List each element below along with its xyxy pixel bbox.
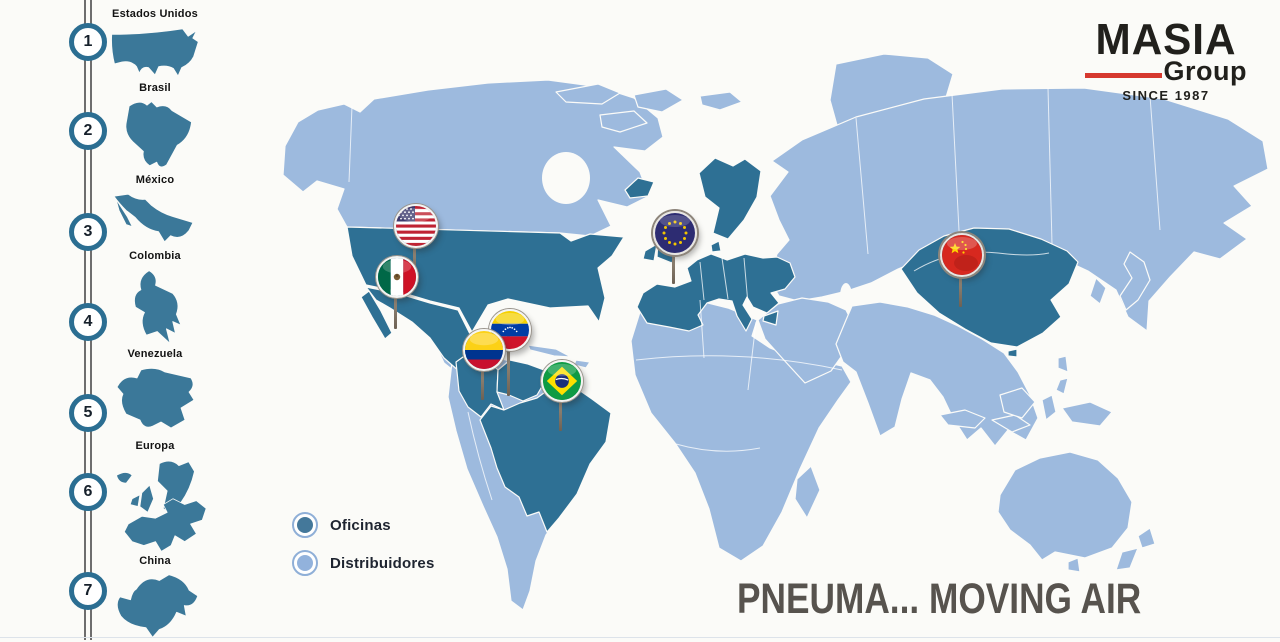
step-number: 7 [83, 582, 93, 599]
sidebar-item-europa: Europa [85, 440, 225, 559]
usa-flag-pin-icon [394, 204, 438, 248]
country-label: Venezuela [127, 348, 183, 360]
sidebar-step-1: 1 [69, 23, 107, 61]
logo-since-text: SINCE 1987 [1122, 88, 1210, 103]
country-label: México [135, 174, 175, 186]
logo-red-line [1085, 73, 1162, 78]
europe-silhouette-icon [116, 460, 207, 552]
sidebar-step-6: 6 [69, 473, 107, 511]
legend-item-offices: Oficinas [292, 511, 434, 539]
pin-stick [393, 275, 397, 329]
logo-brand-text: MASIA [1095, 15, 1237, 64]
sidebar-item-brasil: Brasil [85, 82, 225, 173]
pin-stick [412, 224, 416, 281]
china-flag-pin-icon [940, 233, 984, 277]
logo-group-row: Group [1085, 58, 1247, 85]
country-label: Colombia [129, 250, 181, 262]
mexico-flag-pin-icon [376, 256, 418, 298]
legend-office-label: Oficinas [330, 516, 391, 534]
step-number: 4 [83, 313, 93, 330]
distributor-marker-icon [292, 550, 318, 576]
pin-stick [671, 231, 675, 284]
colombia-flag-pin-icon [463, 329, 505, 371]
country-label: Brasil [139, 82, 171, 94]
eu-flag-pin-icon [653, 211, 697, 255]
mexico-silhouette-icon [113, 193, 194, 243]
country-label: China [139, 555, 171, 567]
map-region-australia [997, 451, 1133, 561]
brazil-flag-pin-icon [541, 360, 583, 402]
venezuela-silhouette-icon [116, 368, 195, 429]
step-number: 5 [83, 404, 93, 421]
pin-stick [558, 379, 562, 431]
map-region-venezuela [496, 359, 548, 402]
pin-stick [506, 328, 510, 396]
sidebar-step-4: 4 [69, 303, 107, 341]
country-label: Estados Unidos [112, 8, 198, 20]
step-number: 6 [83, 483, 93, 500]
pin-stick [480, 348, 484, 400]
sidebar-item-venezuela: Venezuela [85, 348, 225, 433]
tagline: PNEUMA... MOVING AIR [737, 575, 1142, 623]
sidebar-step-5: 5 [69, 394, 107, 432]
sidebar-item-mexico: México [85, 174, 225, 247]
brazil-silhouette-icon [125, 101, 192, 168]
map-region-scandinavia [698, 157, 762, 240]
sidebar-step-7: 7 [69, 572, 107, 610]
sidebar-step-2: 2 [69, 112, 107, 150]
usa-silhouette-icon [111, 28, 199, 77]
map-region-iceland [624, 177, 655, 199]
legend-item-distributors: Distribuidores [292, 549, 434, 577]
logo-group-text: Group [1163, 56, 1247, 86]
map-legend: Oficinas Distribuidores [292, 511, 434, 587]
legend-distributor-label: Distribuidores [330, 554, 435, 572]
china-silhouette-icon [116, 574, 199, 638]
sidebar-step-3: 3 [69, 213, 107, 251]
country-borders [348, 87, 1161, 501]
step-number: 3 [83, 223, 93, 240]
step-number: 1 [83, 33, 93, 50]
sidebar-item-china: China [85, 555, 225, 642]
office-marker-icon [292, 512, 318, 538]
step-number: 2 [83, 122, 93, 139]
sidebar-item-estados-unidos: Estados Unidos [85, 8, 225, 79]
colombia-silhouette-icon [134, 270, 182, 344]
map-region-canada [282, 79, 664, 237]
sidebar-item-colombia: Colombia [85, 250, 225, 349]
brand-logo: MASIA Group SINCE 1987 [1085, 18, 1247, 103]
country-label: Europa [135, 440, 175, 452]
pin-stick [958, 253, 962, 307]
bottom-divider [0, 636, 1280, 638]
